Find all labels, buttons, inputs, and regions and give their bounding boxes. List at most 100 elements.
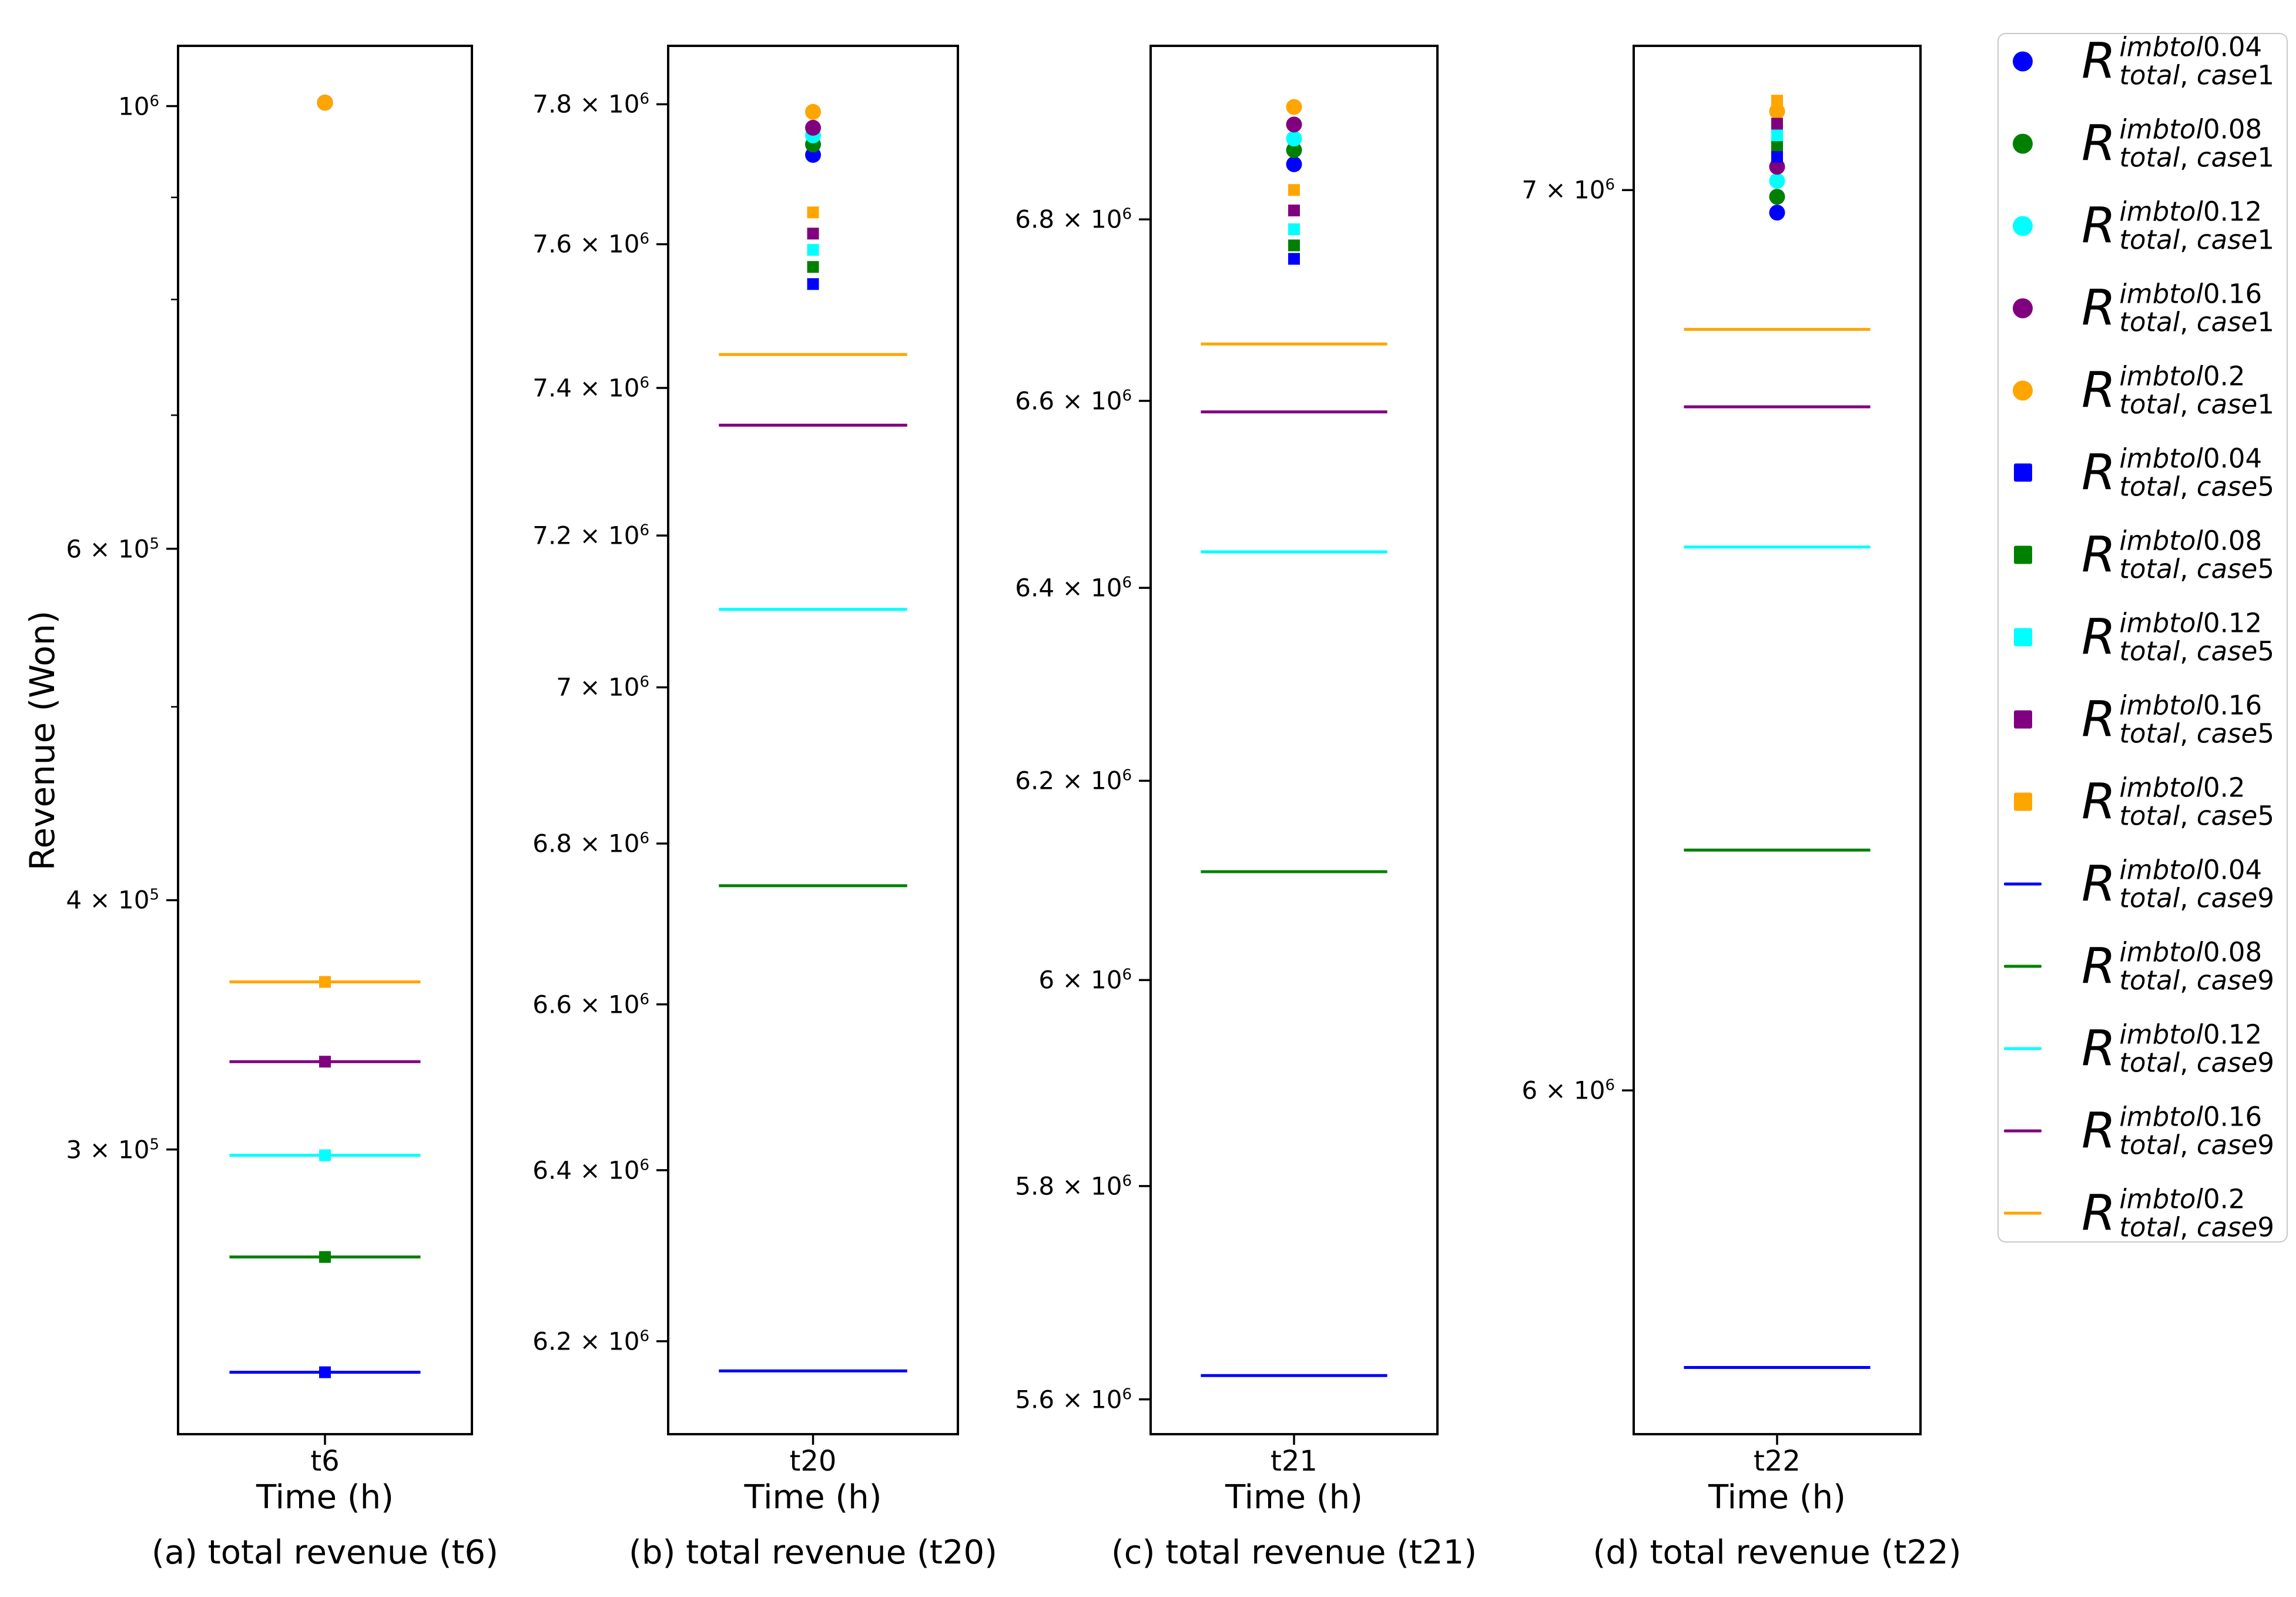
panel-c-ytick-label: 6.4 × 106 <box>1015 573 1132 602</box>
panel-b-caption: (b) total revenue (t20) <box>629 1534 997 1572</box>
panel-a-ytick-label: 106 <box>118 92 159 120</box>
legend-scripts: imbtol0.08 total, case9 <box>2119 939 2274 994</box>
panel-c-case5-point-0.16 <box>1288 205 1300 217</box>
legend-subscript: total, case9 <box>2119 882 2274 914</box>
legend-scripts: imbtol0.04 total, case1 <box>2119 34 2274 89</box>
legend-circle-marker-icon <box>2004 216 2042 236</box>
panel-b-case5-point-0.2 <box>807 206 819 219</box>
legend-subscript: total, case5 <box>2119 553 2274 585</box>
legend-line-marker-icon <box>2004 1047 2042 1050</box>
legend-line-swatch <box>2004 1047 2042 1050</box>
panel-b-ytick-label: 7.6 × 106 <box>532 229 649 259</box>
panel-d-case1-point-0.2 <box>1769 103 1785 119</box>
legend-subscript: total, case5 <box>2119 635 2274 667</box>
legend-circle-swatch <box>2013 380 2033 400</box>
panel-c-ytick-label: 5.6 × 106 <box>1015 1385 1132 1414</box>
legend-symbol: R <box>2082 690 2116 748</box>
panel-a-case5-point-0.12 <box>319 1149 331 1161</box>
legend-superscript: imbtol0.08 <box>2119 936 2263 968</box>
legend-symbol: R <box>2082 1184 2116 1242</box>
legend-circle-marker-icon <box>2004 298 2042 318</box>
panel-c-case5-point-0.08 <box>1288 239 1300 252</box>
panel-c-ytick-label: 6 × 106 <box>1038 965 1132 995</box>
legend-line-marker-icon <box>2004 965 2042 968</box>
legend-symbol: R <box>2082 196 2116 255</box>
legend-superscript: imbtol0.04 <box>2119 443 2263 474</box>
panel-d-caption: (d) total revenue (t22) <box>1593 1534 1962 1572</box>
panel-c-case5-point-0.2 <box>1288 184 1300 196</box>
panel-d-xtick-label: t22 <box>1754 1445 1801 1478</box>
legend-superscript: imbtol0.04 <box>2119 31 2263 63</box>
legend-line-marker-icon <box>2004 1211 2042 1215</box>
legend-symbol: R <box>2082 361 2116 419</box>
legend-superscript: imbtol0.2 <box>2119 772 2245 803</box>
legend <box>1997 33 2288 1243</box>
legend-scripts: imbtol0.2 total, case5 <box>2119 775 2274 829</box>
panel-c-case5-point-0.12 <box>1288 223 1300 236</box>
legend-scripts: imbtol0.04 total, case9 <box>2119 857 2274 912</box>
legend-superscript: imbtol0.16 <box>2119 689 2263 721</box>
legend-subscript: total, case1 <box>2119 59 2274 91</box>
panel-a-xaxis-label: Time (h) <box>256 1478 394 1516</box>
panel-a-case5-point-0.2 <box>319 976 331 988</box>
panel-d-case5-point-0.04 <box>1771 150 1783 163</box>
legend-scripts: imbtol0.08 total, case1 <box>2119 116 2274 171</box>
panel-c-ytick-label: 6.2 × 106 <box>1015 766 1132 795</box>
legend-subscript: total, case9 <box>2119 1129 2274 1161</box>
legend-square-swatch <box>2013 545 2032 564</box>
panel-b-case5-point-0.04 <box>807 278 819 290</box>
panel-c-ytick-label: 5.8 × 106 <box>1015 1171 1132 1201</box>
legend-subscript: total, case9 <box>2119 1047 2274 1079</box>
panel-a-ytick-label: 3 × 105 <box>66 1135 159 1164</box>
panel-b-ytick-label: 7.4 × 106 <box>532 373 649 403</box>
panel-a-case1-point-0.2 <box>317 95 333 111</box>
legend-symbol: R <box>2082 114 2116 172</box>
panel-d-case1-point-0.16 <box>1769 159 1785 175</box>
panel-c-xtick-label: t21 <box>1271 1445 1318 1478</box>
panel-d-case5-point-0.08 <box>1771 139 1783 151</box>
legend-square-marker-icon <box>2004 792 2042 811</box>
legend-square-marker-icon <box>2004 628 2042 647</box>
panel-a-caption: (a) total revenue (t6) <box>151 1534 499 1572</box>
panel-b-ytick-label: 6.4 × 106 <box>532 1156 649 1185</box>
panel-b-ytick-label: 7 × 106 <box>556 672 649 702</box>
legend-scripts: imbtol0.2 total, case9 <box>2119 1186 2274 1241</box>
legend-superscript: imbtol0.2 <box>2119 1183 2245 1215</box>
panel-c-case1-point-0.2 <box>1286 99 1302 115</box>
panel-c-case5-point-0.04 <box>1288 253 1300 265</box>
legend-circle-swatch <box>2013 298 2033 318</box>
panel-c-case1-point-0.04 <box>1286 156 1302 172</box>
legend-symbol: R <box>2082 855 2116 913</box>
legend-subscript: total, case9 <box>2119 965 2274 996</box>
panel-b-case1-point-0.16 <box>805 119 821 136</box>
panel-b-ytick-label: 7.2 × 106 <box>532 521 649 550</box>
legend-square-swatch <box>2013 710 2032 729</box>
panel-b-ytick-label: 6.8 × 106 <box>532 829 649 858</box>
panel-c-case1-point-0.16 <box>1286 116 1302 133</box>
legend-line-swatch <box>2004 882 2042 886</box>
legend-circle-marker-icon <box>2004 51 2042 71</box>
legend-symbol: R <box>2082 608 2116 666</box>
legend-circle-swatch <box>2013 133 2033 153</box>
legend-subscript: total, case5 <box>2119 471 2274 503</box>
legend-superscript: imbtol0.12 <box>2119 607 2263 639</box>
legend-line-swatch <box>2004 965 2042 968</box>
legend-subscript: total, case1 <box>2119 389 2274 420</box>
panel-d-case5-point-0.2 <box>1771 95 1783 107</box>
legend-scripts: imbtol0.16 total, case9 <box>2119 1104 2274 1159</box>
legend-symbol: R <box>2082 279 2116 337</box>
legend-square-marker-icon <box>2004 463 2042 482</box>
